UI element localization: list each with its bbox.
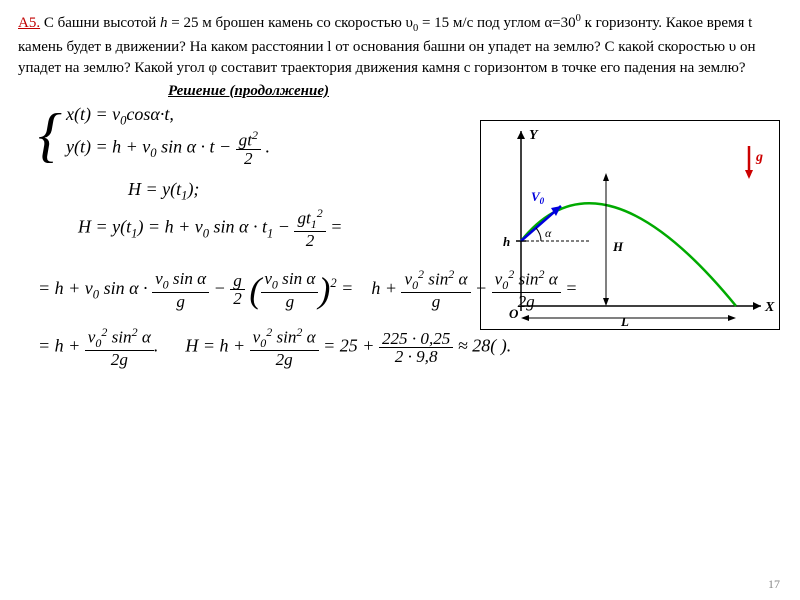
svg-text:V0: V0 [531, 189, 545, 206]
trajectory-diagram: Y X O h H L V0 α g [480, 120, 780, 330]
brace-icon: { [38, 110, 62, 160]
v0-eq: = 15 м/с под углом [418, 15, 544, 31]
h-eq: = 25 м брошен камень со скоростью [168, 15, 406, 31]
label-h: h [503, 234, 510, 249]
label-V0sub: 0 [540, 196, 545, 206]
eq-line6: = h + v02 sin2 α2g. H = h + v02 sin2 α2g… [38, 327, 782, 368]
label-alpha: α [545, 226, 552, 240]
solution-title: Решение (продолжение) [168, 83, 782, 100]
alpha-eq: =30 [552, 15, 575, 31]
label-X: X [764, 300, 775, 315]
eq-y-of-t: y(t) = h + v0 sin α · t − gt22 . [66, 130, 270, 167]
label-H: H [612, 239, 624, 254]
eq-x-of-t: x(t) = v0cosα·t, [66, 104, 270, 129]
text-p1: С башни высотой [44, 15, 160, 31]
v0-sym: υ [406, 15, 413, 31]
alpha: α [544, 15, 552, 31]
label-g: g [755, 150, 763, 165]
page-number: 17 [768, 577, 780, 592]
label-L: L [620, 314, 629, 329]
diagram-svg: Y X O h H L V0 α g [481, 121, 779, 329]
label-Y: Y [529, 128, 539, 143]
problem-label: А5. [18, 15, 40, 31]
label-O: O [509, 306, 519, 321]
var-h: h [160, 15, 168, 31]
problem-statement: А5. С башни высотой h = 25 м брошен каме… [18, 12, 782, 79]
